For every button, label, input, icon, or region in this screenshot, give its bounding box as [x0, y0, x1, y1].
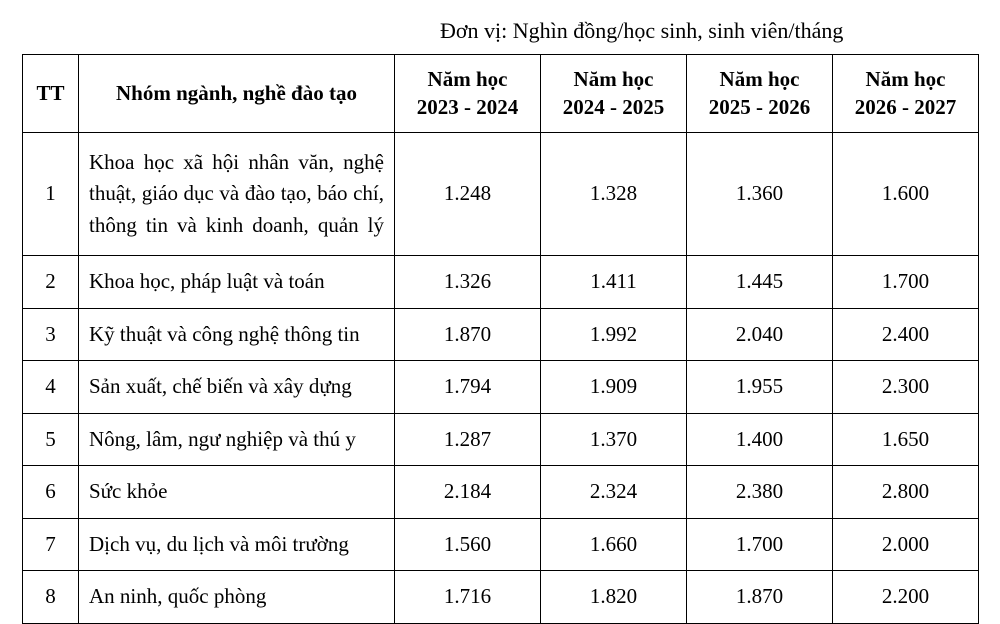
cell-y1: 1.560: [395, 518, 541, 571]
cell-tt: 6: [23, 466, 79, 519]
cell-tt: 2: [23, 256, 79, 309]
cell-y4: 2.800: [833, 466, 979, 519]
cell-y1: 1.287: [395, 413, 541, 466]
cell-y3: 2.040: [687, 308, 833, 361]
col-tt: TT: [23, 55, 79, 133]
cell-tt: 5: [23, 413, 79, 466]
cell-y4: 1.650: [833, 413, 979, 466]
cell-tt: 8: [23, 571, 79, 624]
cell-y1: 1.870: [395, 308, 541, 361]
cell-y1: 1.794: [395, 361, 541, 414]
unit-line: Đơn vị: Nghìn đồng/học sinh, sinh viên/t…: [22, 18, 978, 44]
table-row: 1 Khoa học xã hội nhân văn, nghệ thuật, …: [23, 132, 979, 256]
cell-y4: 2.300: [833, 361, 979, 414]
col-y1: Năm học2023 - 2024: [395, 55, 541, 133]
table-row: 5 Nông, lâm, ngư nghiệp và thú y 1.287 1…: [23, 413, 979, 466]
table-row: 8 An ninh, quốc phòng 1.716 1.820 1.870 …: [23, 571, 979, 624]
cell-tt: 1: [23, 132, 79, 256]
table-row: 7 Dịch vụ, du lịch và môi trường 1.560 1…: [23, 518, 979, 571]
cell-y2: 1.328: [541, 132, 687, 256]
cell-y4: 2.000: [833, 518, 979, 571]
cell-name: Nông, lâm, ngư nghiệp và thú y: [79, 413, 395, 466]
cell-name: Sức khỏe: [79, 466, 395, 519]
cell-name: An ninh, quốc phòng: [79, 571, 395, 624]
cell-y2: 1.370: [541, 413, 687, 466]
col-name: Nhóm ngành, nghề đào tạo: [79, 55, 395, 133]
cell-y1: 1.248: [395, 132, 541, 256]
cell-y2: 1.820: [541, 571, 687, 624]
cell-y4: 1.700: [833, 256, 979, 309]
cell-y3: 1.400: [687, 413, 833, 466]
cell-name: Khoa học xã hội nhân văn, nghệ thuật, gi…: [79, 132, 395, 256]
tuition-table: TT Nhóm ngành, nghề đào tạo Năm học2023 …: [22, 54, 979, 624]
cell-tt: 4: [23, 361, 79, 414]
col-y3: Năm học2025 - 2026: [687, 55, 833, 133]
table-row: 3 Kỹ thuật và công nghệ thông tin 1.870 …: [23, 308, 979, 361]
cell-name: Dịch vụ, du lịch và môi trường: [79, 518, 395, 571]
cell-y2: 1.411: [541, 256, 687, 309]
table-row: 2 Khoa học, pháp luật và toán 1.326 1.41…: [23, 256, 979, 309]
col-y2: Năm học2024 - 2025: [541, 55, 687, 133]
cell-y2: 2.324: [541, 466, 687, 519]
col-y4: Năm học2026 - 2027: [833, 55, 979, 133]
cell-name: Sản xuất, chế biến và xây dựng: [79, 361, 395, 414]
cell-y2: 1.992: [541, 308, 687, 361]
cell-y1: 2.184: [395, 466, 541, 519]
cell-y2: 1.660: [541, 518, 687, 571]
cell-name: Kỹ thuật và công nghệ thông tin: [79, 308, 395, 361]
cell-tt: 3: [23, 308, 79, 361]
cell-y3: 1.870: [687, 571, 833, 624]
cell-y3: 1.360: [687, 132, 833, 256]
cell-y2: 1.909: [541, 361, 687, 414]
cell-name: Khoa học, pháp luật và toán: [79, 256, 395, 309]
table-header-row: TT Nhóm ngành, nghề đào tạo Năm học2023 …: [23, 55, 979, 133]
cell-y3: 1.445: [687, 256, 833, 309]
cell-tt: 7: [23, 518, 79, 571]
cell-y4: 2.200: [833, 571, 979, 624]
table-row: 4 Sản xuất, chế biến và xây dựng 1.794 1…: [23, 361, 979, 414]
cell-y1: 1.326: [395, 256, 541, 309]
cell-y1: 1.716: [395, 571, 541, 624]
cell-y3: 2.380: [687, 466, 833, 519]
table-row: 6 Sức khỏe 2.184 2.324 2.380 2.800: [23, 466, 979, 519]
cell-y4: 1.600: [833, 132, 979, 256]
page: Đơn vị: Nghìn đồng/học sinh, sinh viên/t…: [0, 0, 1000, 624]
cell-y3: 1.700: [687, 518, 833, 571]
cell-y4: 2.400: [833, 308, 979, 361]
cell-y3: 1.955: [687, 361, 833, 414]
